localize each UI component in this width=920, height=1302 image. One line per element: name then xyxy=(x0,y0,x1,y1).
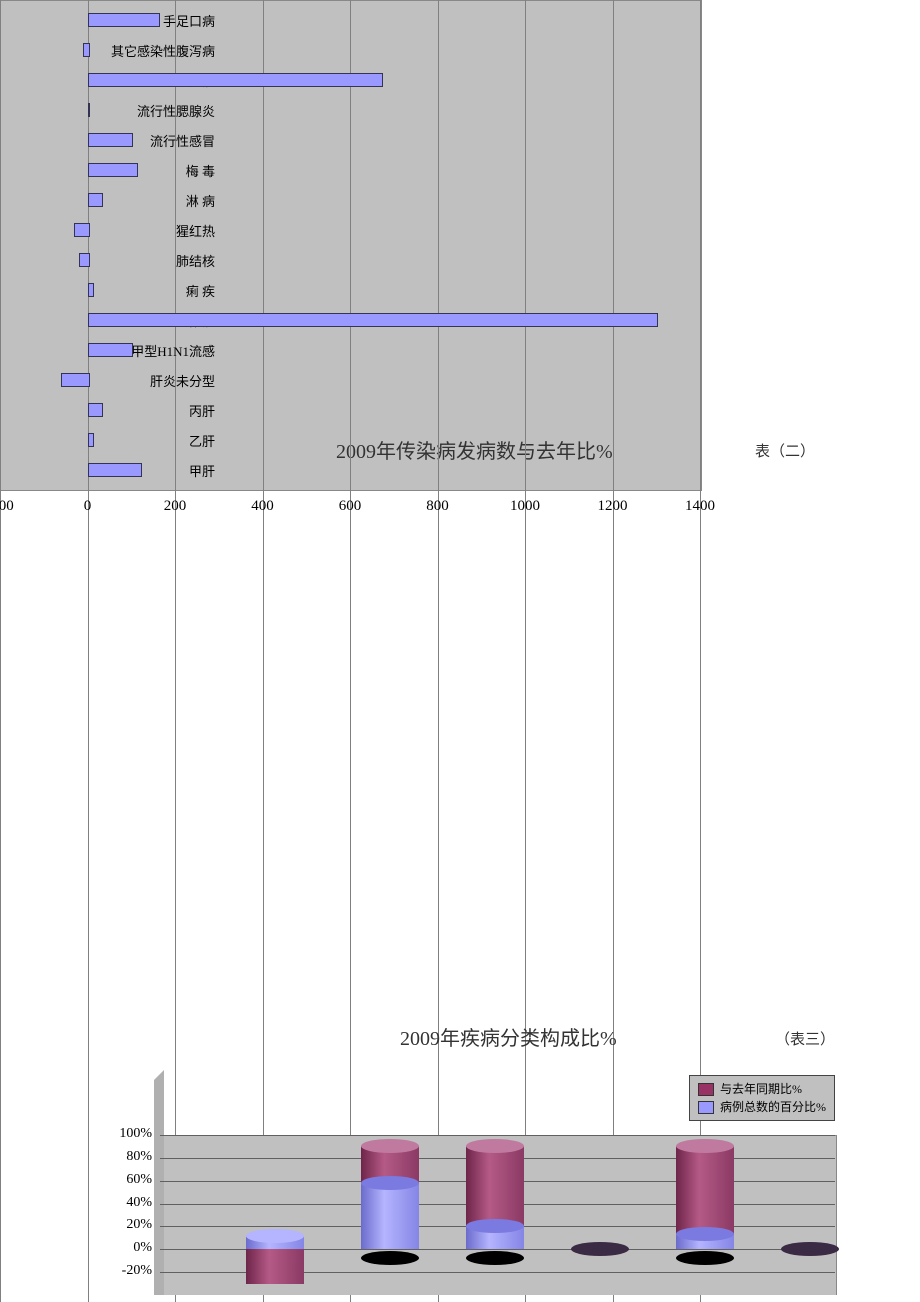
chart1-category-label: 肝炎未分型 xyxy=(15,371,215,390)
chart1-bar xyxy=(88,133,134,147)
chart1-bar xyxy=(74,223,89,237)
chart1-bar xyxy=(61,373,89,387)
legend-row: 与去年同期比% xyxy=(698,1080,826,1098)
legend-row: 病例总数的百分比% xyxy=(698,1098,826,1116)
legend-label-2: 病例总数的百分比% xyxy=(720,1098,826,1116)
chart2-y-tick-label: 100% xyxy=(100,1126,152,1142)
chart1-x-tick-label: 200 xyxy=(164,498,187,515)
chart1-category-label: 猩红热 xyxy=(15,221,215,240)
chart2-y-tick-label: 60% xyxy=(100,1172,152,1188)
chart1-x-tick-label: 400 xyxy=(251,498,274,515)
chart1-x-tick-label: 1200 xyxy=(598,498,628,515)
chart1-bar xyxy=(88,433,94,447)
chart1-bar xyxy=(88,73,383,87)
chart2-gridline xyxy=(160,1135,835,1136)
legend-swatch-2 xyxy=(698,1101,714,1114)
chart2-cylinder-segment-blue xyxy=(361,1183,419,1249)
chart2-cylinder-segment-red xyxy=(466,1146,524,1226)
chart1-bar xyxy=(88,163,138,177)
chart1-x-tick-label: 1400 xyxy=(685,498,715,515)
chart1-bar xyxy=(79,253,90,267)
chart1-bar xyxy=(88,313,659,327)
chart2-y-tick-label: -20% xyxy=(100,1263,152,1279)
chart1-bar xyxy=(88,193,103,207)
chart1-category-label: 其它感染性腹泻病 xyxy=(15,41,215,60)
chart2-y-tick-label: 20% xyxy=(100,1217,152,1233)
chart1-bar xyxy=(83,43,89,57)
chart2-legend: 与去年同期比% 病例总数的百分比% xyxy=(689,1075,835,1121)
chart1-x-tick-label: 0 xyxy=(84,498,92,515)
chart2-cylinder-segment-red xyxy=(676,1146,734,1234)
chart1-category-label: 肺结核 xyxy=(15,251,215,270)
chart2-cylinder-segment-red xyxy=(246,1249,304,1283)
legend-label-1: 与去年同期比% xyxy=(720,1080,802,1098)
chart1-x-tick-label: 600 xyxy=(339,498,362,515)
chart1-title: 2009年传染病发病数与去年比% xyxy=(336,435,613,464)
chart1-title-row: 2009年传染病发病数与去年比% xyxy=(336,435,613,464)
chart1-bar xyxy=(88,103,90,117)
chart1-bar xyxy=(88,283,94,297)
chart2-side-wall xyxy=(154,1070,164,1295)
chart2-title-row: 2009年疾病分类构成比% xyxy=(400,1022,617,1051)
chart1-x-tick-label: 1000 xyxy=(510,498,540,515)
chart2-y-tick-label: 40% xyxy=(100,1195,152,1211)
chart2-title: 2009年疾病分类构成比% xyxy=(400,1022,617,1051)
chart2-cylinder-cap xyxy=(246,1229,304,1243)
chart1-category-label: 流行性腮腺炎 xyxy=(15,101,215,120)
chart2-table-label: （表三） xyxy=(775,1028,835,1049)
chart2-y-tick-label: 80% xyxy=(100,1149,152,1165)
legend-swatch-1 xyxy=(698,1083,714,1096)
chart1-category-label: 丙肝 xyxy=(15,401,215,420)
chart1-bar xyxy=(88,343,134,357)
chart1-table-label: 表（二） xyxy=(755,440,815,461)
chart1-x-tick-label: 800 xyxy=(426,498,449,515)
chart1-horizontal-bar: -2000200400600800100012001400手足口病其它感染性腹泻… xyxy=(0,0,702,491)
chart1-category-label: 淋 病 xyxy=(15,191,215,210)
chart1-bar xyxy=(88,463,143,477)
chart2-cylinder-mid-ellipse xyxy=(361,1176,419,1190)
chart1-bar xyxy=(88,403,103,417)
chart1-category-label: 痢 疾 xyxy=(15,281,215,300)
chart1-gridline xyxy=(0,0,1,1302)
chart1-category-label: 乙肝 xyxy=(15,431,215,450)
chart1-x-tick-label: -200 xyxy=(0,498,14,515)
chart1-bar xyxy=(88,13,160,27)
chart2-y-tick-label: 0% xyxy=(100,1240,152,1256)
chart2-stacked-cylinder: 与去年同期比% 病例总数的百分比% -20% 0% 20% 40% 60% 80% 100% xyxy=(100,1060,840,1295)
